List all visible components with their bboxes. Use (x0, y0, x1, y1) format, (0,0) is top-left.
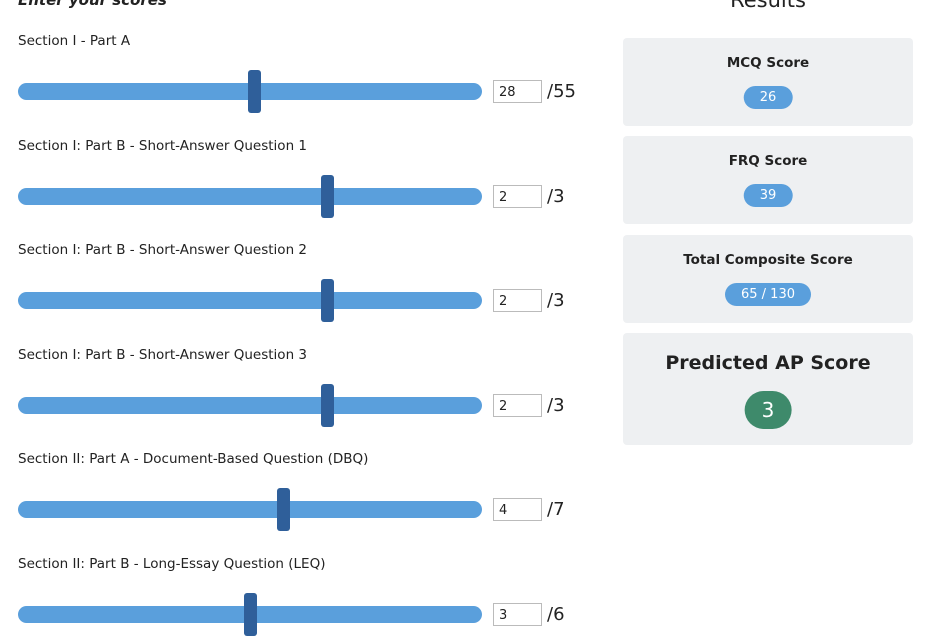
slider-track[interactable] (18, 396, 482, 414)
max-label: /3 (547, 185, 565, 207)
max-label: /7 (547, 499, 565, 520)
slider-thumb[interactable] (276, 488, 290, 531)
slider-track[interactable] (18, 501, 482, 518)
left-title: Enter your scores (18, 0, 167, 9)
result-value: 39 (743, 184, 793, 207)
slider-label: Section II: Part B - Long-Essay Question… (18, 555, 326, 572)
slider-label: Section II: Part A - Document-Based Ques… (18, 451, 369, 467)
right-title: Results (730, 0, 806, 12)
max-label: /3 (547, 394, 565, 416)
slider-track[interactable] (18, 187, 482, 205)
result-card: Total Composite Score 65 / 130 (623, 235, 913, 323)
slider-label: Section I: Part B - Short-Answer Questio… (18, 137, 308, 154)
result-title: Predicted AP Score (665, 352, 871, 374)
max-label: /55 (547, 81, 576, 102)
slider-thumb[interactable] (320, 383, 334, 427)
score-input[interactable]: 2 (493, 393, 542, 417)
slider-track[interactable] (18, 292, 482, 309)
result-title: FRQ Score (728, 153, 808, 169)
score-input[interactable]: 3 (493, 602, 542, 626)
score-input[interactable]: 2 (493, 289, 542, 312)
slider-thumb[interactable] (320, 174, 334, 218)
slider-label: Section I: Part B - Short-Answer Questio… (18, 346, 308, 363)
result-value: 3 (744, 391, 792, 429)
page: Enter your scores Results Section I - Pa… (18, 0, 913, 636)
slider-label: Section I: Part B - Short-Answer Questio… (18, 242, 308, 258)
result-card: Predicted AP Score 3 (623, 333, 913, 445)
score-input[interactable]: 4 (493, 498, 542, 521)
result-value: 26 (743, 86, 793, 109)
slider-label: Section I - Part A (18, 33, 131, 49)
slider-thumb[interactable] (247, 70, 261, 113)
result-card: MCQ Score 26 (623, 38, 913, 126)
score-input[interactable]: 28 (493, 80, 542, 103)
score-input[interactable]: 2 (493, 184, 542, 208)
slider-thumb[interactable] (320, 279, 334, 322)
result-card: FRQ Score 39 (623, 136, 913, 224)
max-label: /3 (547, 290, 565, 311)
max-label: /6 (547, 603, 565, 625)
result-title: MCQ Score (726, 55, 810, 71)
result-value: 65 / 130 (725, 283, 811, 306)
slider-thumb[interactable] (243, 592, 257, 636)
result-title: Total Composite Score (683, 252, 853, 268)
